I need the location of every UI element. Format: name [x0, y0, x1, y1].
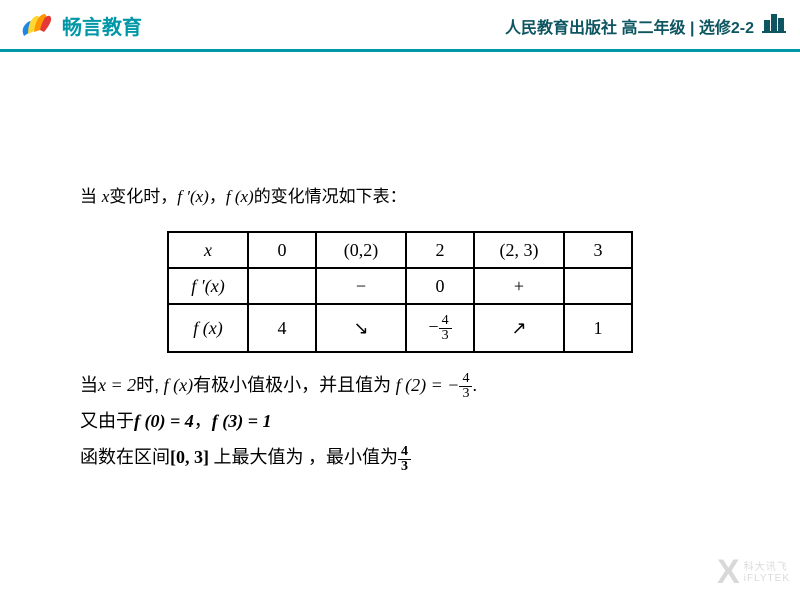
- series-label: 人民教育出版社 高二年级 | 选修2-2: [505, 14, 754, 38]
- watermark-text: 科大讯飞 iFLYTEK: [744, 562, 790, 584]
- math: f (x): [164, 375, 193, 395]
- cell: +: [474, 268, 564, 304]
- brand-name: 畅言教育: [62, 11, 142, 40]
- watermark-cn: 科大讯飞: [744, 562, 790, 573]
- th-fprime: f ′(x): [168, 268, 248, 304]
- cell: 1: [564, 304, 632, 352]
- table-row: f (x) 4 ↘ −43 ↗ 1: [168, 304, 632, 352]
- intro-line: 当 x变化时，f ′(x)，f (x)的变化情况如下表：: [80, 182, 720, 207]
- frac-d: 3: [459, 387, 472, 401]
- cell: (2, 3): [474, 232, 564, 268]
- cell: ↘: [316, 304, 406, 352]
- conclusion-line-1: 当x = 2时, f (x)有极小值极小，并且值为 f (2) = −43.: [80, 371, 720, 401]
- cell: (0,2): [316, 232, 406, 268]
- text: 有极小值极小，并且值为: [193, 375, 391, 395]
- text: 又由于: [80, 411, 134, 431]
- frac-d: 3: [439, 329, 452, 343]
- cell: 4: [248, 304, 316, 352]
- cell: [564, 268, 632, 304]
- intro-text: 变化时，: [109, 187, 177, 206]
- cell: 3: [564, 232, 632, 268]
- cell: −: [316, 268, 406, 304]
- brand-block: 畅言教育: [18, 10, 142, 40]
- math: f (0) = 4: [134, 411, 194, 431]
- cell: ↗: [474, 304, 564, 352]
- logo-icon: [18, 10, 54, 40]
- watermark-en: iFLYTEK: [744, 573, 790, 584]
- text: .: [472, 375, 477, 395]
- conclusion-line-2: 又由于f (0) = 4，f (3) = 1: [80, 407, 720, 433]
- intro-fx: f (x): [226, 187, 254, 206]
- frac: 43: [459, 372, 472, 401]
- frac-n: 4: [398, 445, 411, 460]
- conclusion-line-3: 函数在区间[0, 3] 上最大值为 ，最小值为43: [80, 443, 720, 473]
- text: 上最大值为: [214, 447, 304, 467]
- slide-header: 畅言教育 人民教育出版社 高二年级 | 选修2-2: [0, 0, 800, 52]
- th-fx: f (x): [168, 304, 248, 352]
- text: 时,: [136, 375, 159, 395]
- frac-n: 4: [439, 314, 452, 329]
- watermark: X 科大讯飞 iFLYTEK: [717, 553, 790, 592]
- cell-frac: −43: [406, 304, 474, 352]
- intro-text: 的变化情况如下表：: [254, 187, 407, 206]
- frac-n: 4: [459, 372, 472, 387]
- math: x = 2: [98, 375, 136, 395]
- frac: 43: [398, 445, 411, 474]
- intro-text: ，: [209, 187, 226, 206]
- cell: 2: [406, 232, 474, 268]
- table-row: f ′(x) − 0 +: [168, 268, 632, 304]
- frac-d: 3: [398, 460, 411, 474]
- building-icon: [762, 10, 786, 34]
- text: 当: [80, 375, 98, 395]
- intro-fprime: f ′(x): [177, 187, 209, 206]
- watermark-icon: X: [717, 553, 740, 592]
- text: 函数在区间: [80, 447, 170, 467]
- table-row: x 0 (0,2) 2 (2, 3) 3: [168, 232, 632, 268]
- th-x: x: [168, 232, 248, 268]
- cell: 0: [406, 268, 474, 304]
- text: ，最小值为: [308, 447, 398, 467]
- math: f (3) = 1: [212, 411, 272, 431]
- cell: 0: [248, 232, 316, 268]
- slide-content: 当 x变化时，f ′(x)，f (x)的变化情况如下表： x 0 (0,2) 2…: [0, 52, 800, 474]
- math: f (2) = −: [396, 375, 460, 395]
- text: ，: [194, 411, 212, 431]
- math: [0, 3]: [170, 447, 209, 467]
- variation-table: x 0 (0,2) 2 (2, 3) 3 f ′(x) − 0 + f (x) …: [167, 231, 633, 353]
- cell: [248, 268, 316, 304]
- intro-text: 当: [80, 187, 102, 206]
